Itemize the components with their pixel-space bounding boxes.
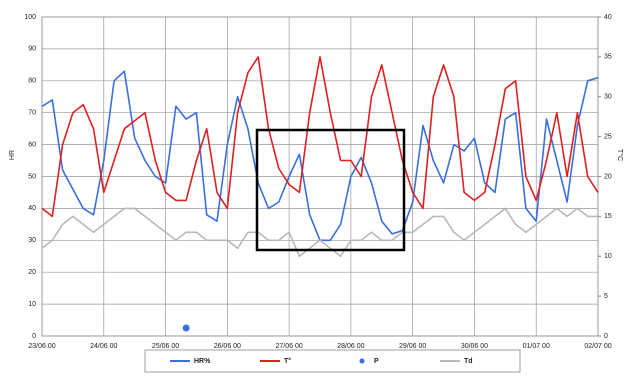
y2-tick-label: 30 — [604, 94, 612, 101]
y-tick-label: 60 — [28, 141, 36, 148]
legend-frame — [144, 349, 521, 373]
y-tick-label: 100 — [24, 14, 36, 21]
series-line — [41, 56, 599, 218]
highlight-box — [255, 128, 406, 252]
x-tick-label: 30/06 00 — [461, 343, 488, 350]
y2-tick-label: 0 — [604, 333, 608, 340]
y-tick-label: 0 — [32, 333, 36, 340]
legend-label: Td — [464, 358, 473, 365]
x-tick-label: 29/06 00 — [399, 343, 426, 350]
y-tick-label: 90 — [28, 46, 36, 53]
legend-label: P — [374, 358, 379, 365]
y-axis-label: HR — [9, 150, 16, 160]
y2-tick-label: 40 — [604, 14, 612, 21]
legend: HR% T° P Td — [170, 357, 473, 365]
y2-tick-label: 20 — [604, 173, 612, 180]
x-tick-label: 26/06 00 — [214, 343, 241, 350]
y2-tick-label: 25 — [604, 133, 612, 140]
y-tick-label: 50 — [28, 173, 36, 180]
x-tick-label: 23/06 00 — [28, 343, 55, 350]
x-tick-label: 25/06 00 — [152, 343, 179, 350]
plot-area: 0 10 20 30 40 50 60 70 80 90 100 0 5 10 15 20 25 30 35 40 23… — [24, 14, 612, 350]
series-line — [41, 70, 599, 242]
x-tick-label: 02/07 00 — [584, 343, 611, 350]
x-tick-label: 28/06 00 — [337, 343, 364, 350]
x-tick-label: 01/07 00 — [523, 343, 550, 350]
y-tick-label: 30 — [28, 237, 36, 244]
x-tick-label: 27/06 00 — [275, 343, 302, 350]
series-point — [182, 324, 190, 332]
y-tick-label: 40 — [28, 205, 36, 212]
series-line — [41, 207, 598, 258]
y2-axis-label: T°C — [616, 149, 624, 161]
y-tick-label: 20 — [28, 269, 36, 276]
y-tick-label: 10 — [28, 301, 36, 308]
y2-tick-label: 10 — [604, 253, 612, 260]
y2-tick-label: 5 — [604, 293, 608, 300]
y-tick-label: 70 — [28, 110, 36, 117]
legend-label: T° — [284, 357, 291, 365]
y-tick-label: 80 — [28, 78, 36, 85]
y2-tick-label: 35 — [604, 54, 612, 61]
y2-tick-label: 15 — [604, 213, 612, 220]
legend-label: HR% — [194, 358, 211, 365]
legend-swatch — [359, 358, 365, 364]
x-tick-label: 24/06 00 — [90, 343, 117, 350]
